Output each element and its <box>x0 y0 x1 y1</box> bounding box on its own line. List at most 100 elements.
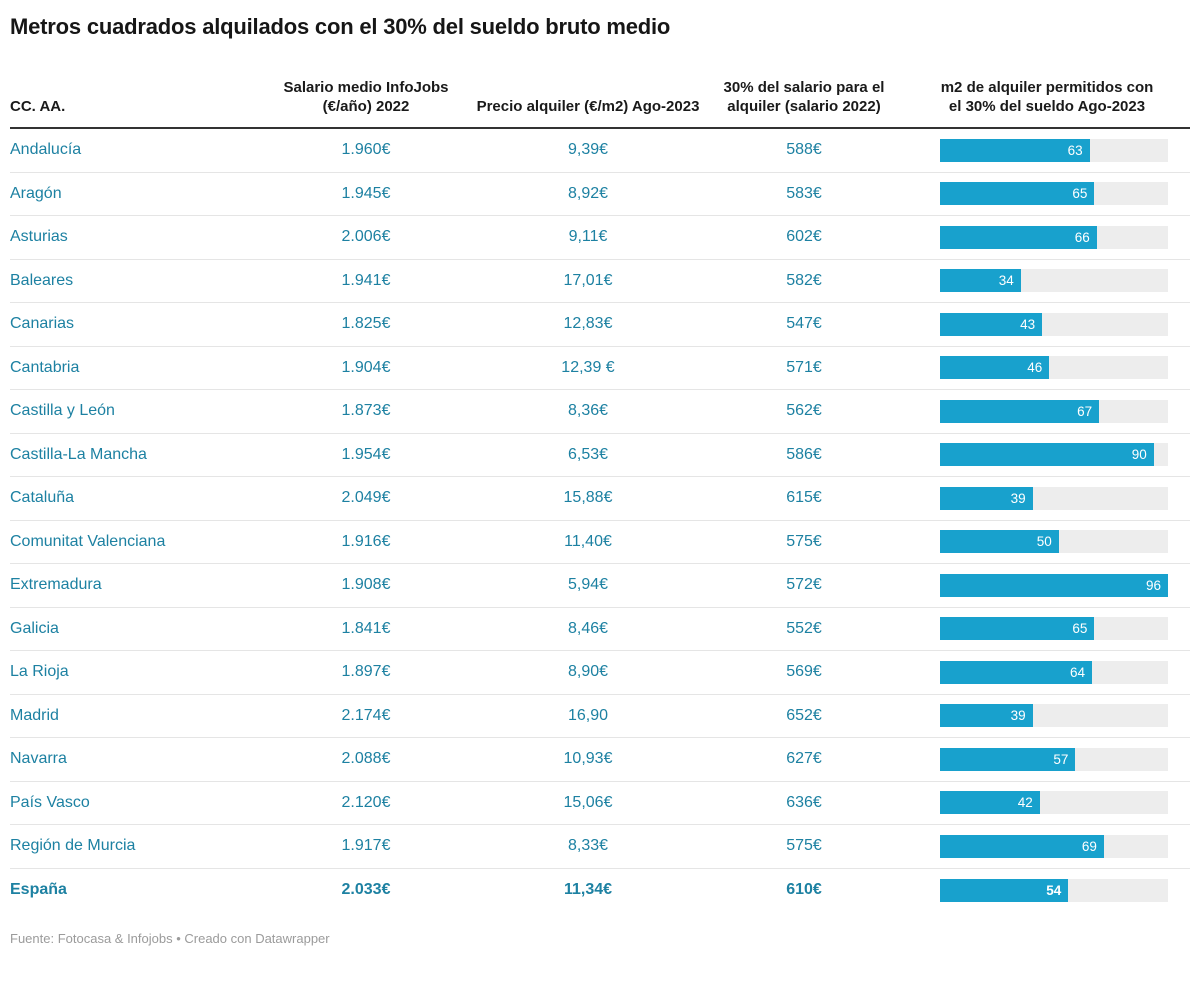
precio-alquiler-cell: 8,33€ <box>567 837 609 855</box>
bar-fill: 65 <box>940 617 1095 641</box>
salario-medio-cell: 2.174€ <box>341 706 391 724</box>
bar-track: 39 <box>940 704 1168 728</box>
salario-30-cell: 615€ <box>786 489 822 507</box>
bar-value-label: 66 <box>1074 229 1090 245</box>
bar-track: 57 <box>940 747 1168 771</box>
precio-alquiler-cell: 15,88€ <box>563 489 613 507</box>
bar-cell: 50 <box>904 530 1190 554</box>
salario-30-cell: 571€ <box>786 358 822 376</box>
salario-30-cell: 602€ <box>786 228 822 246</box>
table-body: Andalucía 1.960€ 9,39€ 588€ 63 Aragón 1.945€ 8,… <box>10 129 1190 912</box>
bar-fill: 67 <box>940 399 1100 423</box>
bar-fill: 54 <box>940 878 1069 902</box>
salario-medio-cell: 2.088€ <box>341 750 391 768</box>
bar-cell: 66 <box>904 225 1190 249</box>
bar-track: 54 <box>940 878 1168 902</box>
table-row: Castilla y León 1.873€ 8,36€ 562€ 67 <box>10 390 1190 434</box>
table-row: Región de Murcia 1.917€ 8,33€ 575€ 69 <box>10 825 1190 869</box>
bar-fill: 65 <box>940 182 1095 206</box>
source-attribution: Fuente: Fotocasa & Infojobs • Creado con… <box>10 931 330 946</box>
data-table: CC. AA. Salario medio InfoJobs (€/año) 2… <box>10 40 1190 912</box>
salario-medio-cell: 1.873€ <box>341 402 391 420</box>
salario-medio-cell: 1.945€ <box>341 184 391 202</box>
bar-track: 50 <box>940 530 1168 554</box>
region-cell: Extremadura <box>10 576 102 594</box>
salario-medio-cell: 2.120€ <box>341 793 391 811</box>
salario-30-cell: 569€ <box>786 663 822 681</box>
region-cell: Región de Murcia <box>10 837 136 855</box>
salario-30-cell: 627€ <box>786 750 822 768</box>
precio-alquiler-cell: 17,01€ <box>563 271 613 289</box>
table-row: Castilla-La Mancha 1.954€ 6,53€ 586€ 90 <box>10 434 1190 477</box>
bar-value-label: 43 <box>1020 316 1036 332</box>
bar-cell: 46 <box>904 356 1190 380</box>
region-cell: Comunitat Valenciana <box>10 532 166 550</box>
precio-alquiler-cell: 8,36€ <box>567 402 609 420</box>
bar-track: 43 <box>940 312 1168 336</box>
salario-30-cell: 582€ <box>786 271 822 289</box>
salario-30-cell: 583€ <box>786 184 822 202</box>
salario-medio-cell: 1.954€ <box>341 445 391 463</box>
region-cell: Navarra <box>10 750 67 768</box>
precio-alquiler-cell: 10,93€ <box>563 750 613 768</box>
salario-medio-cell: 1.908€ <box>341 576 391 594</box>
table-row: Canarias 1.825€ 12,83€ 547€ 43 <box>10 303 1190 347</box>
bar-value-label: 50 <box>1036 534 1052 550</box>
bar-fill: 50 <box>940 530 1059 554</box>
salario-30-cell: 575€ <box>786 532 822 550</box>
bar-value-label: 46 <box>1027 360 1043 376</box>
bar-value-label: 39 <box>1010 708 1026 724</box>
salario-medio-cell: 1.897€ <box>341 663 391 681</box>
column-header-precio-alquiler: Precio alquiler (€/m2) Ago-2023 <box>476 98 700 115</box>
bar-track: 69 <box>940 834 1168 858</box>
precio-alquiler-cell: 6,53€ <box>567 445 609 463</box>
region-cell: Castilla-La Mancha <box>10 445 147 463</box>
bar-cell: 39 <box>904 486 1190 510</box>
bar-cell: 69 <box>904 834 1190 858</box>
bar-track: 39 <box>940 486 1168 510</box>
salario-30-cell: 562€ <box>786 402 822 420</box>
bar-track: 34 <box>940 269 1168 293</box>
table-row: Cantabria 1.904€ 12,39 € 571€ 46 <box>10 347 1190 390</box>
salario-30-cell: 586€ <box>786 445 822 463</box>
bar-fill: 64 <box>940 660 1092 684</box>
bar-cell: 43 <box>904 312 1190 336</box>
bar-fill: 34 <box>940 269 1021 293</box>
region-cell: Madrid <box>10 706 59 724</box>
bar-cell: 42 <box>904 791 1190 815</box>
table-header-row: CC. AA. Salario medio InfoJobs (€/año) 2… <box>10 40 1190 129</box>
region-cell: Cataluña <box>10 489 75 507</box>
precio-alquiler-cell: 11,34€ <box>563 881 613 899</box>
precio-alquiler-cell: 8,92€ <box>567 184 609 202</box>
bar-cell: 67 <box>904 399 1190 423</box>
salario-30-cell: 572€ <box>786 576 822 594</box>
bar-fill: 90 <box>940 443 1154 467</box>
precio-alquiler-cell: 8,46€ <box>567 619 609 637</box>
salario-30-cell: 547€ <box>786 315 822 333</box>
bar-value-label: 34 <box>998 273 1014 289</box>
table-row: Andalucía 1.960€ 9,39€ 588€ 63 <box>10 129 1190 173</box>
bar-value-label: 54 <box>1046 882 1062 898</box>
bar-track: 42 <box>940 791 1168 815</box>
precio-alquiler-cell: 9,11€ <box>568 228 608 246</box>
column-header-salario-30: 30% del salario para el alquiler (salari… <box>723 79 885 115</box>
precio-alquiler-cell: 9,39€ <box>567 141 609 159</box>
precio-alquiler-cell: 11,40€ <box>564 532 612 550</box>
bar-fill: 42 <box>940 791 1040 815</box>
column-header-salario-medio: Salario medio InfoJobs (€/año) 2022 <box>283 79 449 115</box>
bar-track: 96 <box>940 573 1168 597</box>
bar-value-label: 67 <box>1077 403 1093 419</box>
table-row: Asturias 2.006€ 9,11€ 602€ 66 <box>10 216 1190 260</box>
bar-fill: 63 <box>940 138 1090 162</box>
bar-fill: 39 <box>940 486 1033 510</box>
table-row: España 2.033€ 11,34€ 610€ 54 <box>10 869 1190 913</box>
precio-alquiler-cell: 8,90€ <box>567 663 609 681</box>
salario-medio-cell: 1.825€ <box>341 315 391 333</box>
bar-cell: 39 <box>904 704 1190 728</box>
bar-fill: 96 <box>940 573 1168 597</box>
bar-value-label: 65 <box>1072 621 1088 637</box>
bar-track: 66 <box>940 225 1168 249</box>
table-row: Galicia 1.841€ 8,46€ 552€ 65 <box>10 608 1190 651</box>
precio-alquiler-cell: 12,39 € <box>561 358 615 376</box>
salario-30-cell: 610€ <box>786 881 822 899</box>
